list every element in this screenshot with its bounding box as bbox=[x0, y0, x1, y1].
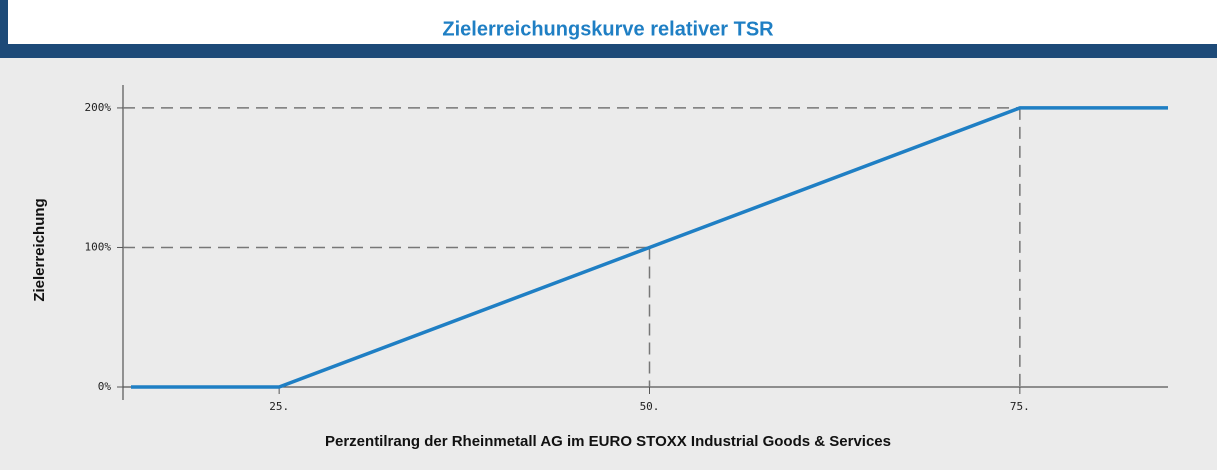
chart-title: Zielerreichungskurve relativer TSR bbox=[442, 18, 774, 40]
title-band bbox=[0, 0, 1217, 44]
x-axis-label: Perzentilrang der Rheinmetall AG im EURO… bbox=[325, 433, 891, 450]
y-tick-label: 0% bbox=[98, 380, 112, 393]
x-tick-label: 25. bbox=[269, 400, 289, 413]
header-edge bbox=[0, 0, 8, 44]
y-axis-label: Zielerreichung bbox=[31, 198, 48, 301]
data-line bbox=[131, 106, 1168, 389]
x-tick-label: 50. bbox=[640, 400, 660, 413]
x-tick-label: 75. bbox=[1010, 400, 1030, 413]
header-bar bbox=[0, 44, 1217, 58]
y-tick-label: 200% bbox=[85, 101, 112, 114]
y-tick-label: 100% bbox=[85, 240, 112, 253]
